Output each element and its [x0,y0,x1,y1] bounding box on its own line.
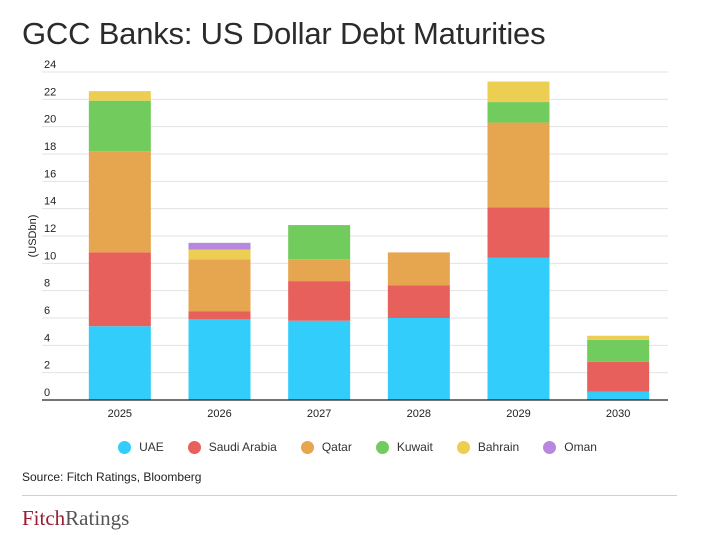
legend-item-bahrain: Bahrain [456,440,520,454]
x-tick-label: 2027 [307,408,331,420]
bar-uae-2030 [587,391,650,400]
legend-swatch [300,440,314,454]
legend-swatch [543,440,557,454]
bar-uae-2028 [387,318,450,400]
y-tick-label: 2 [44,360,50,372]
bar-saudi-arabia-2026 [188,311,251,320]
y-tick-label: 8 [44,278,50,290]
y-tick-label: 0 [44,387,50,399]
legend-item-saudi-arabia: Saudi Arabia [187,440,277,454]
y-tick-label: 10 [44,250,56,262]
x-tick-label: 2029 [506,408,530,420]
legend-item-kuwait: Kuwait [375,440,433,454]
bar-uae-2026 [188,319,251,400]
bar-kuwait-2029 [487,102,550,123]
bar-kuwait-2025 [88,100,151,152]
x-tick-label: 2026 [207,408,231,420]
y-axis-label: (USDbn) [27,215,39,258]
bar-uae-2025 [88,326,151,400]
source-note: Source: Fitch Ratings, Bloomberg [22,470,202,484]
y-tick-label: 4 [44,332,50,344]
y-tick-label: 22 [44,86,56,98]
bar-saudi-arabia-2028 [387,285,450,318]
legend-item-uae: UAE [118,440,164,454]
fitch-ratings-logo: FitchRatings [22,506,130,530]
legend-swatch [456,440,470,454]
bar-saudi-arabia-2025 [88,252,151,327]
y-tick-label: 6 [44,305,50,317]
bar-qatar-2028 [387,252,450,286]
x-tick-label: 2028 [407,408,431,420]
bar-bahrain-2030 [587,335,650,340]
x-tick-label: 2030 [606,408,630,420]
bar-saudi-arabia-2030 [587,361,650,392]
bar-kuwait-2027 [288,225,351,260]
bar-saudi-arabia-2029 [487,207,550,258]
y-tick-label: 16 [44,168,56,180]
legend-item-qatar: Qatar [300,440,352,454]
y-tick-label: 14 [44,196,56,208]
legend-swatch [187,440,201,454]
y-tick-label: 24 [44,59,56,71]
chart-title: GCC Banks: US Dollar Debt Maturities [22,16,546,51]
legend-label: Saudi Arabia [208,440,277,454]
legend-label: Kuwait [396,440,433,454]
bar-qatar-2026 [188,259,251,312]
legend-swatch [118,440,132,454]
x-tick-label: 2025 [108,408,132,420]
legend-label: UAE [139,440,164,454]
legend-label: Oman [564,440,597,454]
bar-kuwait-2030 [587,339,650,362]
legend-label: Bahrain [477,440,520,454]
bar-qatar-2029 [487,122,550,208]
legend-swatch [375,440,389,454]
chart-legend: UAE Saudi Arabia Qatar Kuwait Bahrain Oman [0,440,715,454]
bar-saudi-arabia-2027 [288,281,351,321]
bar-uae-2027 [288,320,351,400]
y-tick-label: 12 [44,223,56,235]
bar-oman-2026 [188,242,251,250]
bar-qatar-2025 [88,151,151,253]
legend-item-oman: Oman [543,440,597,454]
y-tick-label: 18 [44,141,56,153]
divider [22,495,677,496]
y-tick-label: 20 [44,114,56,126]
bar-bahrain-2025 [88,91,151,101]
bar-qatar-2027 [288,259,351,282]
legend-label: Qatar [321,440,352,454]
bar-uae-2029 [487,257,550,400]
bar-bahrain-2026 [188,249,251,260]
bar-bahrain-2029 [487,81,550,103]
